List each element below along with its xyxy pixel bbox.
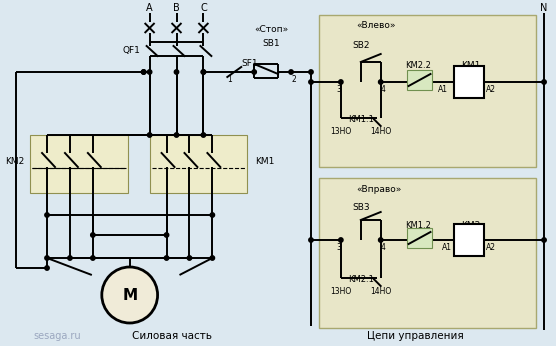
Circle shape: [147, 133, 152, 137]
Text: Силовая часть: Силовая часть: [132, 331, 211, 341]
Circle shape: [187, 256, 192, 260]
Bar: [319, 178, 536, 328]
Text: «Стоп»: «Стоп»: [254, 26, 288, 35]
Text: SF1: SF1: [241, 58, 257, 67]
Text: 3: 3: [336, 85, 341, 94]
Circle shape: [201, 70, 206, 74]
Circle shape: [379, 80, 383, 84]
Text: 13НО: 13НО: [330, 127, 351, 137]
Circle shape: [339, 238, 343, 242]
Circle shape: [45, 256, 49, 260]
Text: A: A: [146, 3, 153, 13]
Circle shape: [141, 70, 146, 74]
Text: SB2: SB2: [352, 42, 370, 51]
Text: A1: A1: [439, 85, 449, 94]
Text: sesaga.ru: sesaga.ru: [33, 331, 81, 341]
Text: KM1.2: KM1.2: [406, 221, 431, 230]
Text: A2: A2: [486, 85, 497, 94]
Text: A2: A2: [486, 244, 497, 253]
Circle shape: [252, 70, 256, 74]
Circle shape: [102, 267, 157, 323]
Circle shape: [201, 133, 206, 137]
Text: A1: A1: [443, 244, 453, 253]
Circle shape: [289, 70, 293, 74]
Text: KM1.1: KM1.1: [348, 116, 374, 125]
Text: 4: 4: [380, 85, 385, 94]
Circle shape: [147, 70, 152, 74]
Text: 14НО: 14НО: [370, 288, 391, 297]
Circle shape: [165, 233, 168, 237]
Circle shape: [542, 80, 546, 84]
Text: KM2.2: KM2.2: [406, 62, 431, 71]
Text: N: N: [540, 3, 548, 13]
Text: KM1: KM1: [255, 157, 275, 166]
Text: 4: 4: [380, 244, 385, 253]
Text: 2: 2: [292, 75, 296, 84]
Text: SB3: SB3: [352, 203, 370, 212]
Circle shape: [91, 233, 95, 237]
Circle shape: [309, 80, 313, 84]
Circle shape: [201, 70, 206, 74]
Text: SB1: SB1: [262, 39, 280, 48]
Text: B: B: [173, 3, 180, 13]
Circle shape: [309, 70, 313, 74]
Circle shape: [175, 70, 178, 74]
Circle shape: [91, 256, 95, 260]
Circle shape: [210, 256, 215, 260]
Circle shape: [309, 238, 313, 242]
Circle shape: [542, 238, 546, 242]
Text: C: C: [200, 3, 207, 13]
Bar: [454, 224, 484, 256]
Circle shape: [175, 133, 178, 137]
Text: «Вправо»: «Вправо»: [356, 185, 401, 194]
Bar: [150, 135, 247, 193]
Text: KM2.1: KM2.1: [348, 275, 374, 284]
Text: «Влево»: «Влево»: [356, 21, 395, 30]
Circle shape: [165, 256, 168, 260]
Circle shape: [379, 238, 383, 242]
Text: KM1: KM1: [461, 62, 480, 71]
Circle shape: [141, 70, 146, 74]
Text: 13НО: 13НО: [330, 288, 351, 297]
Text: KM2: KM2: [461, 221, 480, 230]
Bar: [406, 70, 433, 90]
Bar: [406, 228, 433, 248]
Circle shape: [45, 213, 49, 217]
Text: 1: 1: [227, 75, 232, 84]
Circle shape: [339, 80, 343, 84]
Text: 14НО: 14НО: [370, 127, 391, 137]
Text: QF1: QF1: [123, 46, 141, 55]
Bar: [454, 66, 484, 98]
Circle shape: [210, 213, 215, 217]
Text: M: M: [122, 288, 137, 302]
Bar: [30, 135, 128, 193]
Text: KM2: KM2: [5, 157, 24, 166]
Circle shape: [68, 256, 72, 260]
Circle shape: [45, 266, 49, 270]
Text: Цепи управления: Цепи управления: [367, 331, 464, 341]
Bar: [319, 15, 536, 167]
Text: 3: 3: [336, 244, 341, 253]
